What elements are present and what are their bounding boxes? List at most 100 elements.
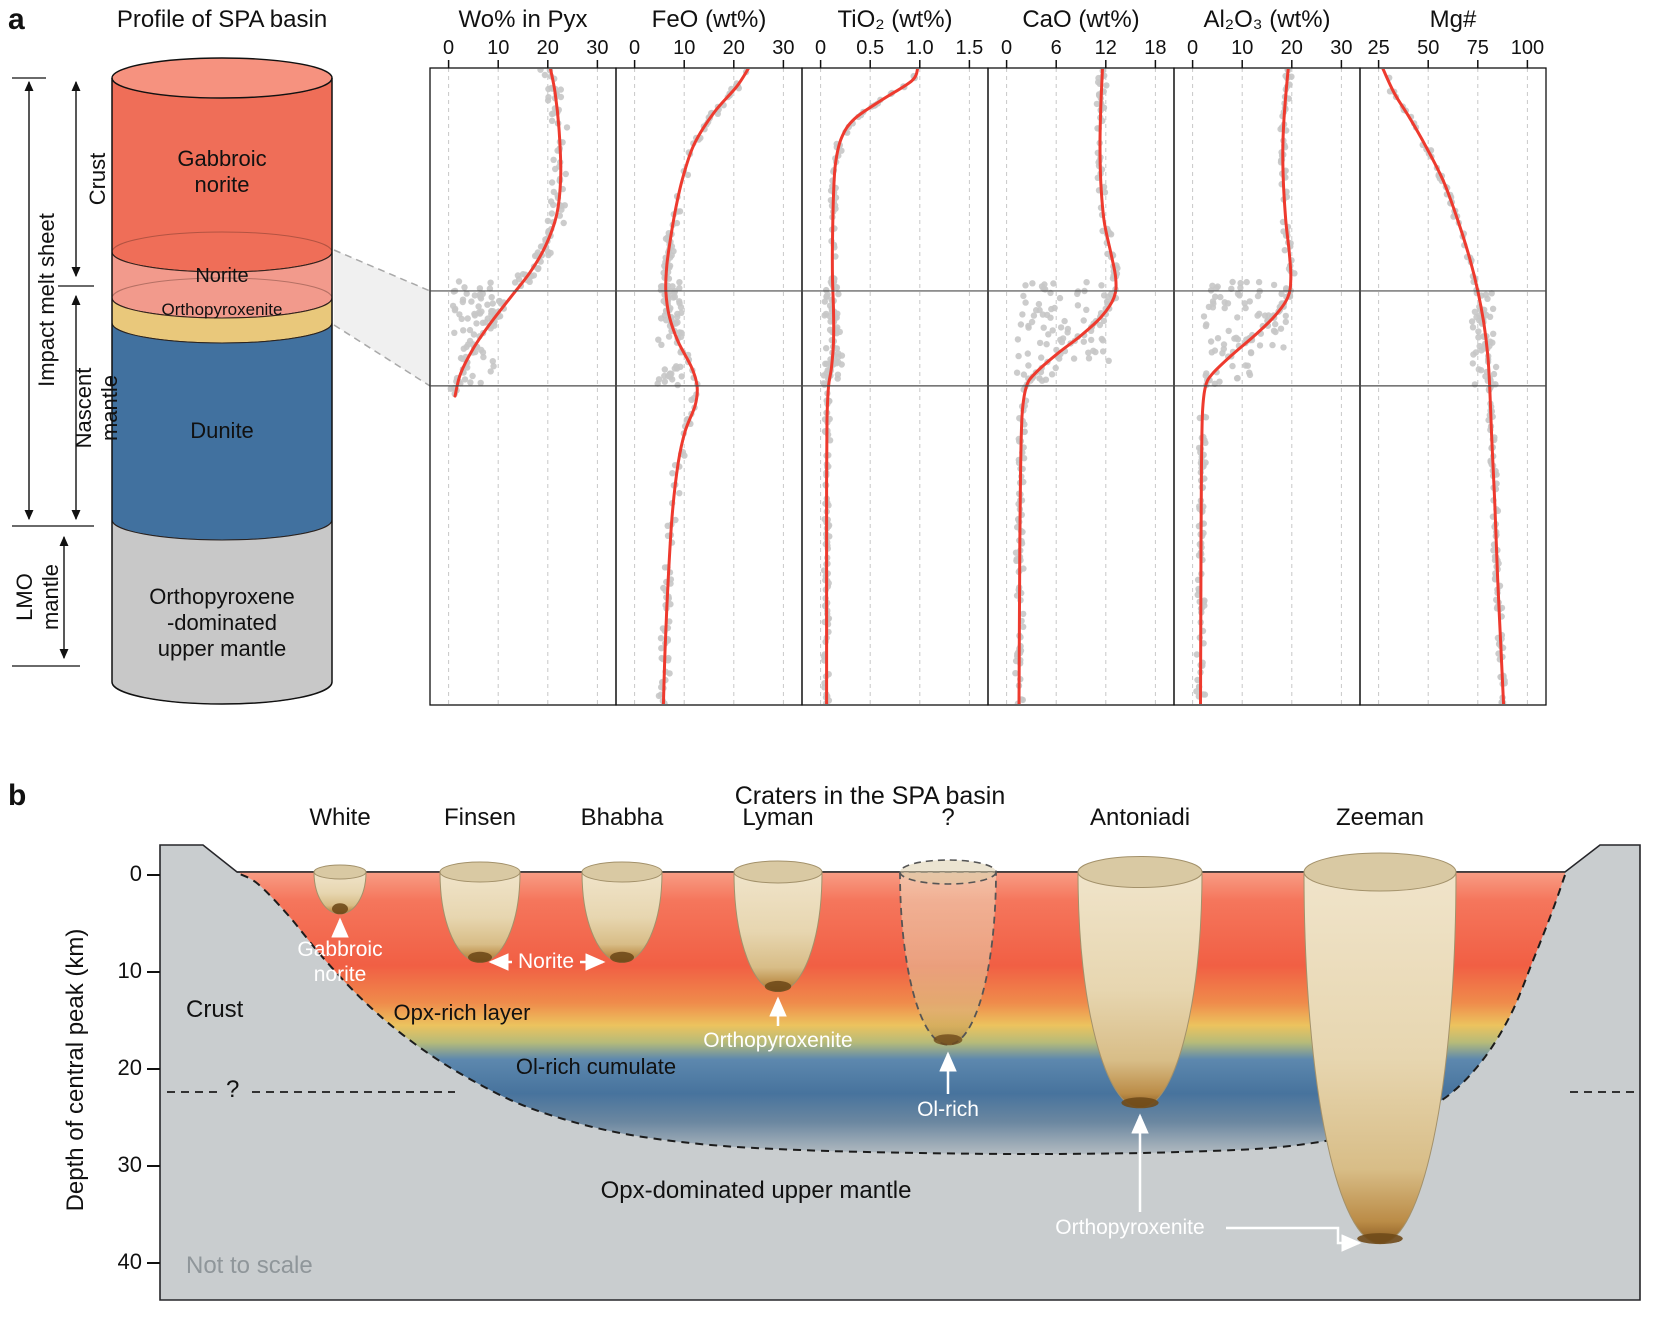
- chart-5-plot-area: [1381, 69, 1508, 704]
- chart-5-tick-label: 100: [1511, 37, 1544, 59]
- chart-3-tick-label: 12: [1095, 37, 1117, 59]
- chart-4-tick-label: 30: [1330, 37, 1352, 59]
- panel-a-graphics: 0 10 20 30 0 10 20 30 0 0.5 1.0 1.5 0 6 12 18 0 10 20 30 25 5…: [12, 37, 1547, 706]
- depth-tick-label-0: 0: [129, 861, 142, 886]
- profile-curve-4: [1199, 69, 1293, 704]
- chart-2-tick-label: 1.0: [906, 37, 934, 59]
- chart-title-5: Mg#: [1429, 6, 1477, 33]
- chart-3-tick-label: 6: [1051, 37, 1062, 59]
- crater-name-6: Zeeman: [1335, 804, 1425, 831]
- chart-2-tick-label: 0.5: [856, 37, 884, 59]
- crater-name-4: ?: [941, 804, 955, 831]
- chart-0-tick-label: 30: [586, 37, 608, 59]
- label-orthopyroxenite-lower: Orthopyroxenite: [1055, 1216, 1205, 1239]
- profile-curve-1: [661, 69, 750, 704]
- zoom-dashed-line: [333, 324, 431, 387]
- depth-tick-label-10: 10: [117, 958, 142, 983]
- chart-frame-3: [987, 67, 1175, 706]
- crater-tip-1: [468, 951, 492, 963]
- label-crust: Crust: [186, 996, 244, 1023]
- chart-1-tick-label: 20: [723, 37, 745, 59]
- crater-opening-5: [1077, 856, 1203, 888]
- label-not-to-scale: Not to scale: [186, 1252, 313, 1279]
- crater-tip-5: [1121, 1097, 1159, 1109]
- crater-name-0: White: [309, 804, 371, 831]
- crater-tip-3: [764, 980, 792, 992]
- crater-opening-0: [313, 864, 367, 880]
- chart-4-tick-label: 0: [1187, 37, 1198, 59]
- chart-5-tick-label: 75: [1467, 37, 1489, 59]
- layer-label-upper-mantle: Orthopyroxene -dominated upper mantle: [149, 584, 295, 661]
- column-title: Profile of SPA basin: [116, 6, 328, 33]
- cylinder-bottom-edge: [111, 681, 333, 705]
- chart-3-plot-area: [1012, 69, 1121, 704]
- zoom-dashed-line: [333, 249, 431, 292]
- crater-tip-2: [610, 951, 634, 963]
- layer-label-norite: Norite: [195, 265, 249, 287]
- profile-curve-3: [1017, 69, 1118, 704]
- depth-tick-label-40: 40: [117, 1249, 142, 1274]
- label-uncertainty: ?: [226, 1076, 240, 1103]
- crater-body-4: [899, 871, 997, 1046]
- label-ol-rich-cumulate: Ol-rich cumulate: [515, 1054, 677, 1079]
- basin-boundary-dashed: [239, 873, 1566, 1156]
- chart-4-tick-label: 20: [1281, 37, 1303, 59]
- depth-tick-label-30: 30: [117, 1152, 142, 1177]
- label-ol-rich: Ol-rich: [917, 1098, 979, 1121]
- crater-name-2: Bhabha: [580, 804, 664, 831]
- chart-2-tick-label: 1.5: [955, 37, 983, 59]
- chart-3-tick-label: 0: [1001, 37, 1012, 59]
- side-label-impact-melt-sheet: Impact melt sheet: [34, 213, 60, 387]
- profile-curve-0: [453, 69, 563, 398]
- chart-5-tick-label: 25: [1367, 37, 1389, 59]
- chart-0-tick-label: 20: [537, 37, 559, 59]
- layer-label-dunite: Dunite: [190, 418, 254, 443]
- profile-curve-5: [1381, 69, 1506, 704]
- label-gabbroic-norite: Gabbroic norite: [297, 938, 383, 986]
- layer-label-gabbroic-norite: Gabbroic norite: [177, 146, 267, 197]
- crater-tip-4: [933, 1034, 963, 1046]
- chart-title-3: CaO (wt%): [1022, 6, 1140, 33]
- crater-opening-6: [1303, 852, 1457, 892]
- chart-3-tick-label: 18: [1144, 37, 1166, 59]
- profile-curve-2: [825, 69, 920, 704]
- basin-layer-fill: [240, 872, 1565, 1155]
- crater-tip-0: [332, 903, 348, 915]
- label-opx-dominated-mantle: Opx-dominated upper mantle: [600, 1177, 912, 1204]
- panel-a-label: a: [8, 3, 25, 36]
- chart-4-plot-area: [1193, 69, 1298, 704]
- crater-name-5: Antoniadi: [1089, 804, 1191, 831]
- chart-1-tick-label: 10: [673, 37, 695, 59]
- depth-axis-label: Depth of central peak (km): [61, 928, 89, 1212]
- label-orthopyroxenite-upper: Orthopyroxenite: [703, 1029, 853, 1052]
- chart-1-plot-area: [654, 69, 750, 704]
- chart-4-tick-label: 10: [1231, 37, 1253, 59]
- chart-1-tick-label: 30: [772, 37, 794, 59]
- chart-2-plot-area: [820, 69, 920, 704]
- crater-opening-4: [899, 859, 997, 885]
- chart-title-2: TiO₂ (wt%): [837, 6, 953, 33]
- crater-name-1: Finsen: [443, 804, 517, 831]
- side-label-crust: Crust: [85, 152, 111, 206]
- crater-name-3: Lyman: [742, 804, 814, 831]
- label-opx-rich-layer: Opx-rich layer: [393, 1000, 531, 1025]
- chart-title-0: Wo% in Pyx: [458, 6, 588, 33]
- arrow-orthopyroxenite-zeeman: [1226, 1226, 1362, 1252]
- chart-2-tick-label: 0: [815, 37, 826, 59]
- side-label-lmo-mantle: LMO mantle: [12, 563, 63, 631]
- crater-opening-3: [733, 860, 823, 884]
- side-label-nascent-mantle: Nascent mantle: [71, 367, 122, 449]
- panel-b-graphics: [147, 844, 1641, 1301]
- panel-b-label: b: [8, 779, 27, 812]
- depth-tick-label-20: 20: [117, 1055, 142, 1080]
- panel-b-title: Craters in the SPA basin: [734, 782, 1006, 810]
- chart-frame-1: [615, 67, 803, 706]
- chart-0-plot-area: [447, 69, 571, 398]
- crater-opening-1: [439, 861, 521, 883]
- chart-frame-5: [1359, 67, 1547, 706]
- crater-opening-2: [581, 861, 663, 883]
- chart-0-tick-label: 0: [443, 37, 454, 59]
- scatter-points: [1012, 69, 1121, 704]
- cylinder-top-cap: [111, 57, 333, 99]
